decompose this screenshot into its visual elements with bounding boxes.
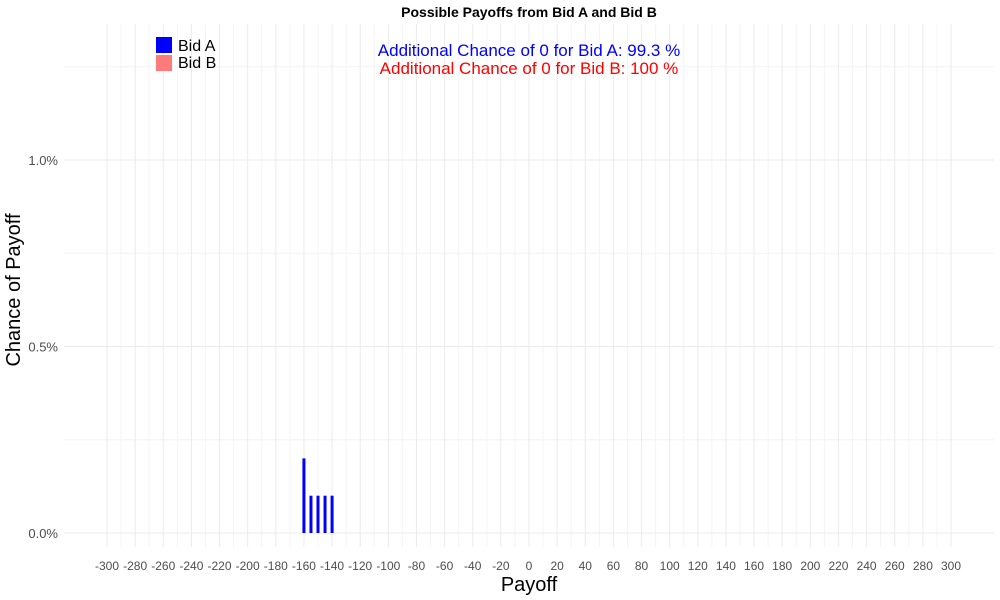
x-tick-label: 180 — [772, 559, 792, 573]
x-tick-label: -120 — [348, 559, 372, 573]
x-tick-label: 240 — [857, 559, 877, 573]
annotation-bid-a: Additional Chance of 0 for Bid A: 99.3 % — [378, 41, 680, 60]
bar-bid-a — [309, 495, 313, 533]
x-tick-label: -20 — [492, 559, 510, 573]
legend-label-bid-b: Bid B — [178, 55, 216, 72]
x-tick-label: 280 — [913, 559, 933, 573]
grid — [64, 24, 994, 547]
x-tick-label: -80 — [408, 559, 426, 573]
y-axis-title: Chance of Payoff — [3, 213, 25, 367]
x-tick-label: -220 — [208, 559, 232, 573]
y-tick-label: 1.0% — [28, 153, 58, 168]
x-tick-label: 260 — [885, 559, 905, 573]
legend-swatch-bid-a — [156, 37, 172, 53]
x-axis-ticks: -300 -280 -260 -240 -220 -200 -180 -160 -140 -120… — [95, 559, 961, 573]
x-tick-label: -100 — [376, 559, 400, 573]
bars — [302, 458, 334, 533]
y-axis-ticks: 0.0% 0.5% 1.0% — [28, 153, 58, 541]
x-axis-title: Payoff — [501, 574, 558, 596]
x-tick-label: 160 — [744, 559, 764, 573]
x-tick-label: 100 — [660, 559, 680, 573]
bar-bid-a — [316, 495, 320, 533]
x-tick-label: 300 — [941, 559, 961, 573]
bar-bid-a — [323, 495, 327, 533]
x-tick-label: 20 — [550, 559, 564, 573]
annotation-bid-b: Additional Chance of 0 for Bid B: 100 % — [380, 59, 679, 78]
x-tick-label: -200 — [236, 559, 260, 573]
bar-bid-a — [302, 458, 306, 533]
y-tick-label: 0.5% — [28, 340, 58, 355]
x-tick-label: 0 — [526, 559, 533, 573]
x-tick-label: -140 — [320, 559, 344, 573]
x-tick-label: -240 — [179, 559, 203, 573]
x-tick-label: 140 — [716, 559, 736, 573]
x-tick-label: 60 — [607, 559, 621, 573]
x-tick-label: -300 — [95, 559, 119, 573]
x-tick-label: 80 — [635, 559, 649, 573]
legend: Bid A Bid B — [156, 37, 216, 72]
x-tick-label: 40 — [579, 559, 593, 573]
bar-bid-a — [330, 495, 334, 533]
legend-label-bid-a: Bid A — [178, 38, 216, 55]
x-tick-label: 200 — [800, 559, 820, 573]
x-tick-label: -160 — [292, 559, 316, 573]
x-tick-label: -180 — [264, 559, 288, 573]
chart-title: Possible Payoffs from Bid A and Bid B — [401, 4, 657, 20]
x-tick-label: -260 — [151, 559, 175, 573]
x-tick-label: 220 — [828, 559, 848, 573]
x-tick-label: -60 — [436, 559, 454, 573]
x-tick-label: 120 — [688, 559, 708, 573]
y-tick-label: 0.0% — [28, 526, 58, 541]
x-tick-label: -280 — [123, 559, 147, 573]
x-tick-label: -40 — [464, 559, 482, 573]
legend-swatch-bid-b — [156, 55, 172, 71]
